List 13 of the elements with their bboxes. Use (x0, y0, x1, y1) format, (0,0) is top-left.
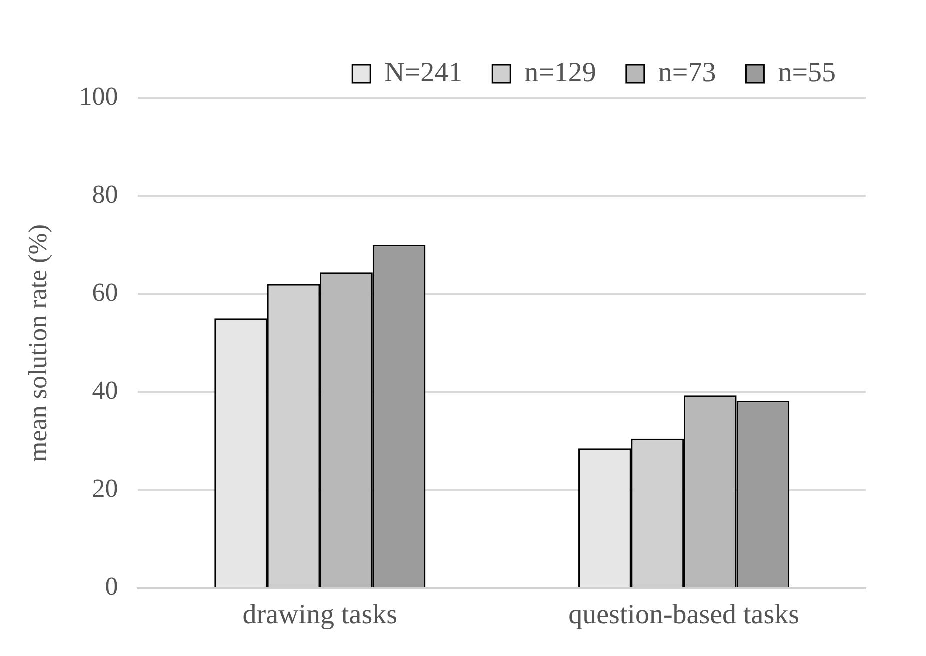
x-tick-label: drawing tasks (242, 600, 398, 631)
legend-label: N=241 (384, 57, 463, 88)
y-axis-title: mean solution rate (%) (23, 224, 52, 462)
x-tick-label: question-based tasks (568, 600, 800, 631)
legend-label: n=129 (524, 57, 596, 88)
y-tick-label: 80 (92, 180, 118, 209)
y-tick-label: 20 (92, 474, 118, 504)
y-tick-label: 40 (92, 376, 118, 406)
legend-label: n=73 (658, 57, 716, 88)
y-tick-label: 60 (92, 278, 118, 307)
y-tick-label: 0 (105, 572, 118, 602)
y-tick-label: 100 (79, 82, 118, 111)
legend-label: n=55 (778, 57, 836, 88)
